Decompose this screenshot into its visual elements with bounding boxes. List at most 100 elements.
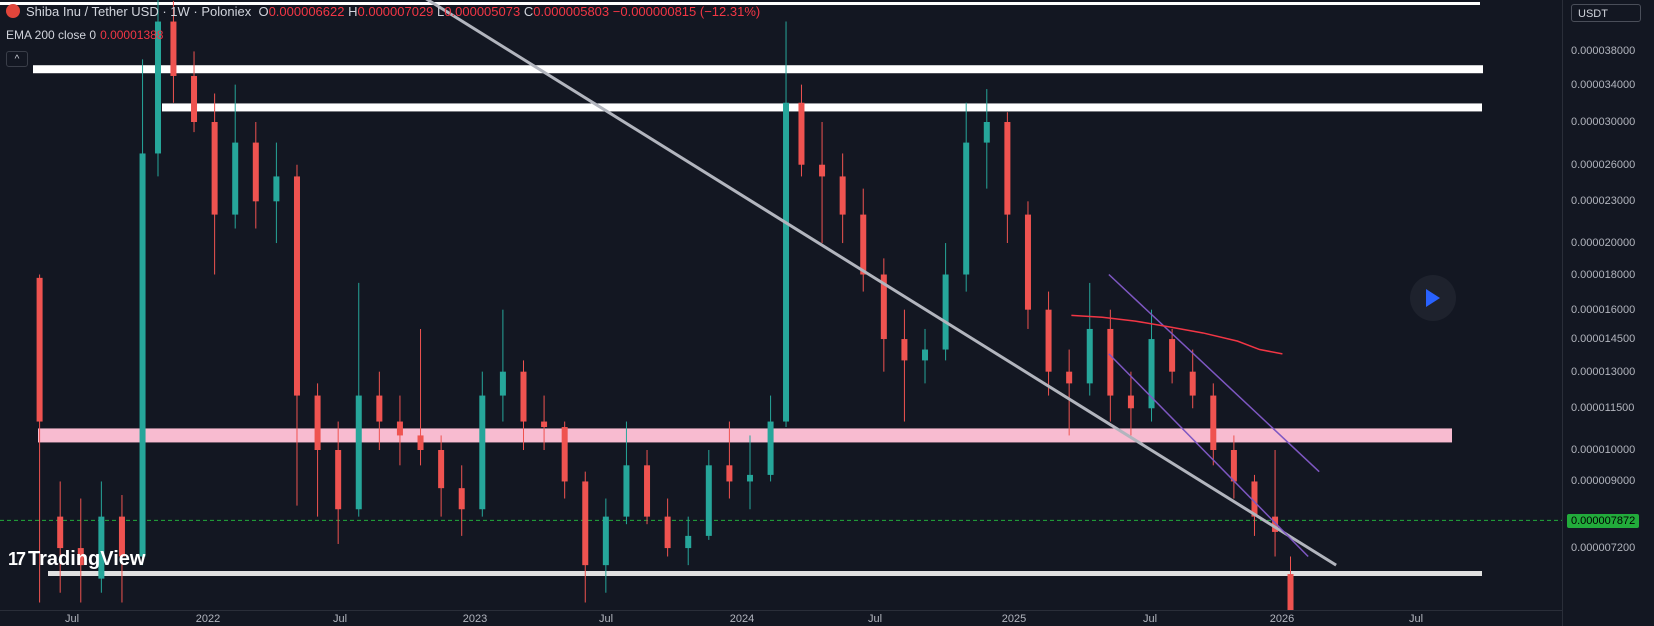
price-tick-label: 0.000023000 — [1571, 195, 1636, 208]
candle — [118, 516, 125, 557]
candle — [819, 164, 826, 177]
price-tick-label: 0.000010000 — [1571, 444, 1636, 456]
bottom-level-line — [48, 571, 1482, 576]
resistance-level-2 — [162, 103, 1482, 112]
chart-plot-area[interactable] — [0, 0, 1562, 610]
candle — [273, 176, 280, 202]
time-tick-label: Jul — [867, 613, 883, 625]
candle — [561, 427, 568, 482]
candle — [170, 21, 177, 76]
candle — [139, 153, 146, 557]
candle — [1230, 450, 1237, 482]
candle — [57, 516, 64, 549]
candle — [860, 214, 867, 275]
candle — [314, 395, 321, 450]
last-price-tag: 0.000007872 — [1567, 514, 1640, 529]
tradingview-logo-icon: 17 — [8, 549, 26, 569]
candle — [644, 465, 651, 517]
tradingview-logo[interactable]: 17 TradingView — [8, 548, 145, 571]
candle — [685, 535, 692, 549]
price-tick-label: 0.000020000 — [1571, 237, 1636, 250]
candle — [499, 371, 506, 396]
time-tick-label: Jul — [1408, 613, 1424, 625]
currency-selector[interactable]: USDT — [1571, 4, 1641, 22]
trend-line-3 — [1108, 353, 1309, 558]
ema-label[interactable]: EMA 200 close 0 — [6, 28, 97, 42]
price-tick-label: 0.000007200 — [1571, 542, 1636, 555]
trend-line-2 — [1108, 273, 1320, 473]
change-value: −0.000000815 (−12.31%) — [612, 4, 761, 19]
time-tick-label: Jul — [64, 613, 80, 625]
candle — [798, 102, 805, 165]
candle — [664, 516, 671, 549]
price-tick-label: 0.000016000 — [1571, 303, 1636, 316]
candle — [983, 122, 990, 143]
candle — [191, 75, 198, 122]
candle — [1045, 309, 1052, 372]
candle — [767, 421, 774, 475]
candle — [335, 450, 342, 510]
open-label: O — [258, 4, 269, 19]
play-icon — [1426, 289, 1440, 307]
candle — [1127, 395, 1134, 409]
time-tick-label: 2023 — [462, 613, 488, 625]
top-level-line — [0, 2, 1480, 5]
high-label: H — [348, 4, 358, 19]
candle — [1024, 214, 1031, 310]
time-tick-label: 2026 — [1269, 613, 1295, 625]
candle — [623, 465, 630, 517]
high-value: 0.000007029 — [357, 4, 434, 19]
candle — [901, 339, 908, 361]
symbol-name[interactable]: Shiba Inu / Tether USD · 1W · Poloniex — [26, 4, 252, 19]
candle — [1004, 122, 1011, 215]
candle — [541, 421, 548, 428]
candle — [77, 548, 84, 566]
candle — [396, 421, 403, 436]
candle — [1148, 339, 1155, 409]
candle — [376, 395, 383, 422]
candle — [252, 142, 259, 202]
candle — [1210, 395, 1217, 450]
shiba-inu-coin-icon[interactable] — [6, 4, 20, 18]
resistance-level-1 — [33, 65, 1483, 74]
candle — [602, 516, 609, 566]
candle — [963, 142, 970, 275]
time-axis[interactable]: Jul 2022 Jul 2023 Jul 2024 Jul 2025 Jul 2026 Jul — [0, 610, 1562, 626]
ema-indicator-legend[interactable]: EMA 200 close 0 0.00001388 — [6, 28, 163, 42]
candle — [783, 102, 790, 422]
price-tick-label: 0.000014500 — [1571, 333, 1636, 346]
close-label: C — [523, 4, 534, 19]
price-tick-label: 0.000009000 — [1571, 475, 1636, 488]
low-label: L — [437, 4, 445, 19]
support-zone — [38, 428, 1452, 443]
candle — [211, 122, 218, 215]
candle — [417, 435, 424, 450]
price-tick-label: 0.000030000 — [1571, 116, 1636, 128]
candle — [880, 274, 887, 340]
replay-button[interactable] — [1410, 275, 1456, 321]
candle — [922, 349, 929, 361]
price-axis[interactable]: USDT 0.000038000 0.000034000 0.000030000 0.… — [1562, 0, 1654, 626]
candle — [746, 474, 753, 482]
candle — [1287, 574, 1294, 610]
time-tick-label: Jul — [332, 613, 348, 625]
candle — [1086, 328, 1093, 384]
time-tick-label: 2025 — [1001, 613, 1027, 625]
candle — [98, 516, 105, 579]
collapse-legend-button[interactable]: ^ — [6, 51, 28, 67]
candle — [942, 274, 949, 350]
candle — [1169, 339, 1176, 372]
candle — [438, 450, 445, 489]
low-value: 0.000005073 — [444, 4, 521, 19]
tradingview-logo-text: TradingView — [28, 548, 146, 570]
candle — [520, 371, 527, 422]
candle — [1107, 328, 1114, 396]
trend-line-1 — [425, 0, 1337, 567]
candle — [1189, 371, 1196, 396]
candle — [458, 488, 465, 510]
ema-value: 0.00001388 — [100, 28, 164, 42]
open-value: 0.000006622 — [268, 4, 345, 19]
candle — [154, 21, 161, 154]
candle — [479, 395, 486, 510]
candle — [1251, 481, 1258, 517]
